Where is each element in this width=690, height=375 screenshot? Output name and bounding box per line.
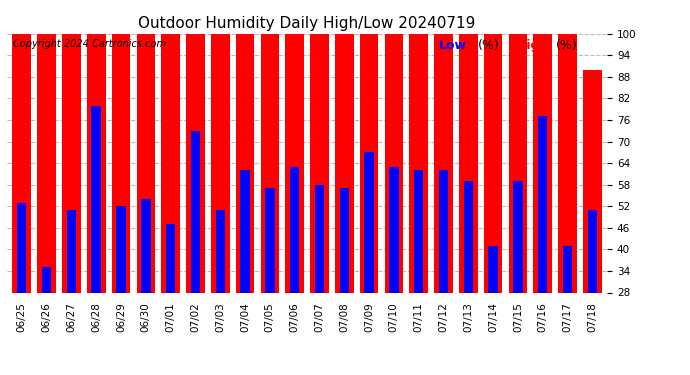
Bar (558, 34, 577, 375)
Bar (409, 34, 428, 375)
Bar (42, 267, 51, 375)
Bar (339, 188, 349, 375)
Bar (290, 167, 299, 375)
Bar (236, 34, 255, 375)
Bar (389, 167, 399, 375)
Bar (141, 199, 150, 375)
Bar (459, 34, 477, 375)
Bar (509, 34, 527, 375)
Bar (92, 106, 101, 375)
Bar (384, 34, 403, 375)
Bar (87, 34, 106, 375)
Bar (364, 152, 374, 375)
Bar (166, 224, 175, 375)
Bar (186, 34, 205, 375)
Bar (215, 210, 225, 375)
Bar (62, 34, 81, 375)
Bar (161, 34, 180, 375)
Bar (17, 202, 26, 375)
Bar (261, 34, 279, 375)
Bar (588, 210, 597, 375)
Bar (137, 34, 155, 375)
Bar (489, 246, 497, 375)
Bar (513, 181, 522, 375)
Text: Copyright 2024 Cartronics.com: Copyright 2024 Cartronics.com (13, 39, 166, 49)
Bar (439, 170, 449, 375)
Bar (533, 34, 552, 375)
Text: Low: Low (439, 39, 467, 52)
Bar (265, 188, 275, 375)
Bar (112, 34, 130, 375)
Bar (190, 131, 200, 375)
Bar (359, 34, 378, 375)
Bar (286, 34, 304, 375)
Bar (464, 181, 473, 375)
Title: Outdoor Humidity Daily High/Low 20240719: Outdoor Humidity Daily High/Low 20240719 (139, 16, 475, 31)
Text: (%): (%) (478, 39, 500, 52)
Bar (414, 170, 424, 375)
Bar (12, 34, 31, 375)
Bar (563, 246, 572, 375)
Bar (315, 185, 324, 375)
Bar (211, 34, 230, 375)
Bar (538, 116, 547, 375)
Bar (240, 170, 250, 375)
Bar (37, 34, 56, 375)
Bar (335, 34, 353, 375)
Bar (310, 34, 328, 375)
Bar (434, 34, 453, 375)
Bar (484, 34, 502, 375)
Text: (%): (%) (556, 39, 578, 52)
Bar (583, 70, 602, 375)
Text: High: High (518, 39, 549, 52)
Bar (67, 210, 76, 375)
Bar (117, 206, 126, 375)
